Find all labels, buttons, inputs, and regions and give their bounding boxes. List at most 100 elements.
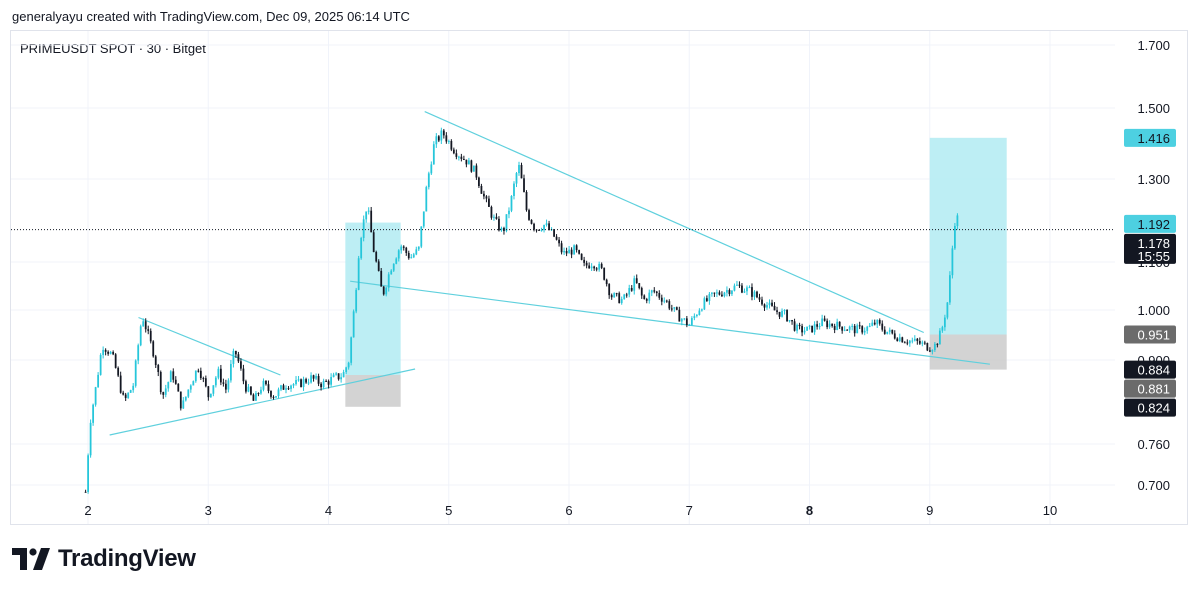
candle[interactable] [478, 176, 480, 189]
candle[interactable] [946, 302, 949, 320]
candle[interactable] [365, 211, 368, 223]
candle[interactable] [229, 360, 232, 383]
candle[interactable] [500, 226, 503, 232]
candle[interactable] [841, 326, 844, 334]
candle[interactable] [748, 285, 751, 289]
candle[interactable] [640, 286, 643, 299]
candle[interactable] [392, 263, 395, 272]
candle[interactable] [713, 292, 716, 297]
candle[interactable] [836, 318, 839, 331]
candle[interactable] [345, 366, 348, 375]
candle[interactable] [618, 291, 621, 304]
candle[interactable] [317, 373, 320, 387]
candle[interactable] [280, 384, 282, 392]
candle[interactable] [818, 322, 821, 330]
candle[interactable] [605, 278, 608, 287]
candle[interactable] [525, 190, 528, 212]
candle[interactable] [488, 195, 490, 207]
candle[interactable] [102, 346, 105, 359]
candle[interactable] [242, 364, 245, 385]
candle[interactable] [380, 267, 383, 287]
candle[interactable] [916, 337, 919, 345]
candle[interactable] [122, 390, 125, 396]
candle[interactable] [367, 207, 370, 215]
candle[interactable] [513, 181, 515, 200]
candle[interactable] [189, 384, 192, 393]
candle[interactable] [733, 283, 736, 292]
candle[interactable] [683, 318, 686, 321]
candle[interactable] [252, 393, 255, 401]
candle[interactable] [495, 213, 498, 220]
trendline-1[interactable] [138, 316, 281, 376]
candle[interactable] [801, 323, 803, 337]
candle[interactable] [751, 283, 753, 301]
candle[interactable] [255, 391, 257, 401]
candle[interactable] [838, 321, 841, 329]
candle[interactable] [92, 403, 95, 426]
candle[interactable] [109, 350, 112, 355]
candle[interactable] [290, 384, 292, 392]
candle[interactable] [595, 267, 598, 272]
candle[interactable] [690, 316, 693, 326]
candle[interactable] [164, 384, 167, 398]
candle[interactable] [746, 285, 748, 296]
candle[interactable] [813, 321, 816, 335]
candle[interactable] [129, 389, 132, 393]
candle[interactable] [355, 287, 358, 314]
candle[interactable] [675, 306, 678, 311]
candle[interactable] [876, 319, 879, 329]
candle[interactable] [923, 340, 926, 345]
candle[interactable] [583, 256, 586, 267]
tradingview-logo[interactable]: TradingView [12, 545, 196, 573]
candle[interactable] [833, 323, 836, 334]
candle[interactable] [710, 292, 713, 297]
candle[interactable] [705, 295, 708, 303]
candle[interactable] [873, 319, 876, 326]
candle[interactable] [688, 323, 691, 326]
candle[interactable] [903, 341, 906, 344]
candle[interactable] [943, 314, 946, 331]
candle[interactable] [104, 348, 107, 356]
candle[interactable] [455, 149, 458, 160]
candle[interactable] [791, 319, 793, 325]
candle[interactable] [766, 301, 768, 310]
candle[interactable] [553, 228, 555, 238]
candle[interactable] [655, 290, 658, 297]
candle[interactable] [543, 224, 545, 233]
candle[interactable] [262, 378, 265, 392]
candle[interactable] [520, 162, 523, 179]
candle[interactable] [703, 296, 706, 310]
candle[interactable] [305, 377, 307, 384]
candle[interactable] [182, 397, 185, 409]
candle[interactable] [312, 374, 315, 382]
candle[interactable] [112, 350, 115, 356]
candle[interactable] [179, 391, 182, 411]
candle[interactable] [871, 319, 874, 327]
candle[interactable] [723, 291, 726, 298]
candle[interactable] [658, 290, 661, 300]
candle[interactable] [462, 155, 465, 161]
candle[interactable] [270, 390, 272, 399]
candle[interactable] [405, 246, 408, 256]
candle[interactable] [528, 208, 530, 221]
candle[interactable] [174, 376, 177, 385]
candle[interactable] [97, 372, 100, 388]
candle[interactable] [590, 263, 593, 272]
candle[interactable] [643, 294, 646, 300]
candle[interactable] [858, 321, 861, 330]
candle[interactable] [956, 213, 959, 230]
candle[interactable] [134, 359, 137, 388]
candle[interactable] [856, 323, 859, 334]
candle[interactable] [402, 245, 405, 251]
candle[interactable] [212, 385, 215, 397]
candle[interactable] [803, 327, 806, 335]
candle[interactable] [738, 281, 741, 288]
candle[interactable] [425, 185, 428, 212]
candle[interactable] [172, 368, 175, 383]
candle[interactable] [144, 318, 147, 333]
candle[interactable] [395, 257, 398, 265]
long-position-2-stop-zone[interactable] [929, 334, 1007, 370]
candle[interactable] [490, 205, 493, 220]
candle[interactable] [360, 236, 363, 260]
candle[interactable] [114, 353, 117, 369]
